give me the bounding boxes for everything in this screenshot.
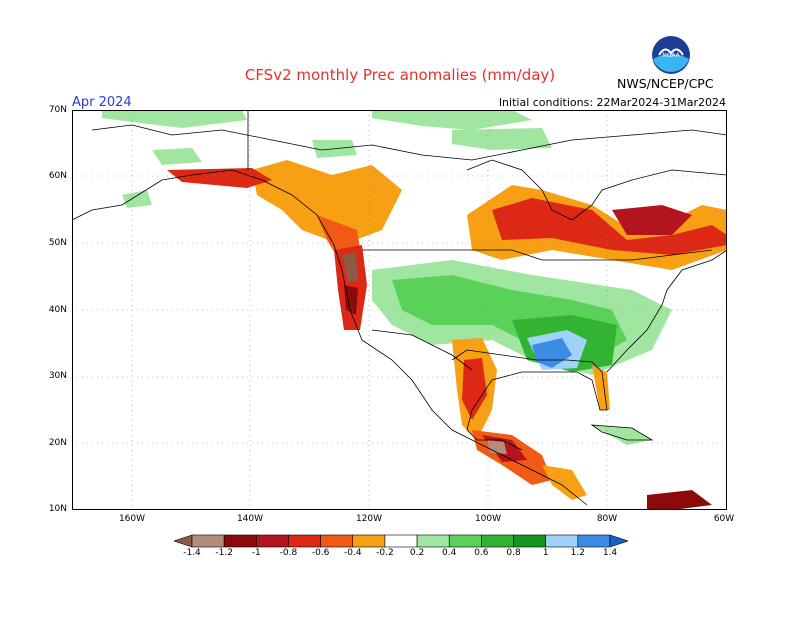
colorbar-label: -0.2 xyxy=(376,548,394,558)
us-canada-border xyxy=(362,249,713,261)
precipitation-map xyxy=(72,110,727,510)
anomaly-arctic-green xyxy=(122,190,152,208)
lon-label: 60W xyxy=(713,514,735,524)
coastline-east xyxy=(606,249,727,373)
lat-label: 40N xyxy=(48,305,67,315)
colorbar-bin xyxy=(288,534,321,548)
coastline-gulf xyxy=(451,349,608,451)
colorbar-label: 0.4 xyxy=(442,548,457,558)
coastline-west xyxy=(72,169,588,506)
colorbar-bin xyxy=(223,534,257,548)
colorbar-bin xyxy=(256,534,289,548)
initial-conditions: Initial conditions: 22Mar2024-31Mar2024 xyxy=(498,96,726,109)
cuba xyxy=(590,424,654,441)
graticule xyxy=(72,110,727,510)
colorbar-bin xyxy=(513,534,546,548)
lon-label: 100W xyxy=(474,514,502,524)
anomaly-arctic-green xyxy=(372,110,532,130)
lat-label: 20N xyxy=(48,438,67,448)
colorbar-bin xyxy=(545,534,579,548)
colorbar-bin xyxy=(448,534,482,548)
forecast-month: Apr 2024 xyxy=(72,95,132,110)
colorbar-label: 0.6 xyxy=(474,548,489,558)
lat-label: 30N xyxy=(48,371,67,381)
colorbar-label: 0.8 xyxy=(506,548,521,558)
anomaly-venezuela xyxy=(647,490,712,510)
anomaly-pacific-nw-core xyxy=(342,252,358,282)
colorbar-bin xyxy=(352,534,386,548)
anomaly-southern-canada-core xyxy=(492,198,727,255)
anomaly-pacific-nw-core xyxy=(344,285,358,315)
anomaly-central-america xyxy=(542,465,587,500)
colorbar-bin xyxy=(191,534,225,548)
colorbar-label: -0.4 xyxy=(343,548,362,558)
colorbar-label: -1.4 xyxy=(183,548,201,558)
lon-label: 160W xyxy=(118,514,146,524)
lat-label: 70N xyxy=(48,105,67,115)
anomaly-western-canada xyxy=(252,160,402,245)
lat-label: 50N xyxy=(48,238,67,248)
colorbar-label: -0.8 xyxy=(279,548,298,558)
colorbar-label: 1 xyxy=(542,548,549,558)
colorbar xyxy=(174,534,628,548)
lat-label: 60N xyxy=(48,171,67,181)
colorbar-label: 1.2 xyxy=(570,548,585,558)
noaa-logo-icon: NOAA xyxy=(652,36,690,74)
colorbar-label: -1.2 xyxy=(215,548,233,558)
colorbar-label: -0.6 xyxy=(311,548,330,558)
map-title: CFSv2 monthly Prec anomalies (mm/day) xyxy=(244,66,556,84)
us-mexico-border xyxy=(371,329,473,371)
colorbar-min-triangle xyxy=(174,534,193,548)
coastlines xyxy=(72,110,727,506)
coastline-hudson xyxy=(466,159,727,221)
anomaly-gulf-coast-core xyxy=(532,338,572,368)
colorbar-bin xyxy=(577,534,611,548)
colorbar-label: 0.2 xyxy=(409,548,425,558)
lon-label: 120W xyxy=(355,514,383,524)
anomaly-texas-core xyxy=(462,358,487,420)
colorbar-label: 1.4 xyxy=(602,548,618,558)
colorbar-max-triangle xyxy=(609,534,628,548)
colorbar-bin xyxy=(320,534,354,548)
colorbar-label: -1 xyxy=(251,548,261,558)
colorbar-bin xyxy=(416,534,450,548)
agency-label: NWS/NCEP/CPC xyxy=(617,76,714,91)
anomaly-arctic-green xyxy=(452,128,552,150)
anomaly-arctic-green xyxy=(152,148,202,165)
anomaly-mexico-brown xyxy=(487,440,507,454)
coastline-arctic xyxy=(91,124,727,161)
lat-label: 10N xyxy=(48,504,67,514)
colorbar-bin xyxy=(384,534,418,548)
anomaly-quebec-red xyxy=(612,205,692,235)
colorbar-bin xyxy=(481,534,514,548)
lon-label: 140W xyxy=(236,514,264,524)
svg-text:NOAA: NOAA xyxy=(662,52,680,59)
lon-label: 80W xyxy=(596,514,618,524)
anomaly-arctic-green xyxy=(102,110,247,128)
anomaly-alaska-south xyxy=(167,168,272,188)
